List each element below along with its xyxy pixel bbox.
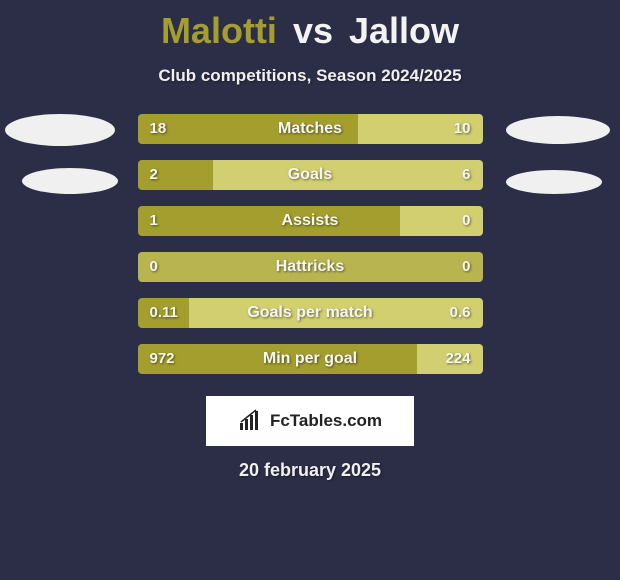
title-player2: Jallow	[349, 10, 459, 51]
stat-bar-right	[400, 206, 483, 236]
stat-row: Goals per match0.110.6	[138, 298, 483, 328]
stat-bar-right	[417, 344, 483, 374]
source-badge-label: FcTables.com	[270, 411, 382, 431]
stat-bar-right	[358, 114, 482, 144]
stat-bar-right	[189, 298, 482, 328]
stat-bar-neutral	[138, 252, 483, 282]
title-vs: vs	[293, 10, 333, 51]
stat-bar-left	[138, 206, 400, 236]
page-title: Malotti vs Jallow	[0, 0, 620, 52]
stat-row: Goals26	[138, 160, 483, 190]
stat-bar-left	[138, 298, 190, 328]
avatar-placeholder-right-1	[506, 116, 610, 144]
source-badge: FcTables.com	[206, 396, 414, 446]
avatar-placeholder-left-2	[22, 168, 118, 194]
stat-row: Assists10	[138, 206, 483, 236]
stat-row: Matches1810	[138, 114, 483, 144]
stat-bars: Matches1810 Goals26 Assists10 Hattricks00 Go…	[138, 114, 483, 374]
stat-bar-right	[213, 160, 482, 190]
stat-bar-left	[138, 344, 417, 374]
stat-row: Hattricks00	[138, 252, 483, 282]
avatar-placeholder-right-2	[506, 170, 602, 194]
comparison-stage: Matches1810 Goals26 Assists10 Hattricks00 Go…	[0, 114, 620, 374]
stat-row: Min per goal972224	[138, 344, 483, 374]
stat-bar-left	[138, 160, 214, 190]
title-player1: Malotti	[161, 10, 277, 51]
date-text: 20 february 2025	[0, 460, 620, 481]
avatar-placeholder-left-1	[5, 114, 115, 146]
stat-bar-left	[138, 114, 359, 144]
subtitle: Club competitions, Season 2024/2025	[0, 66, 620, 86]
chart-icon	[238, 409, 262, 433]
